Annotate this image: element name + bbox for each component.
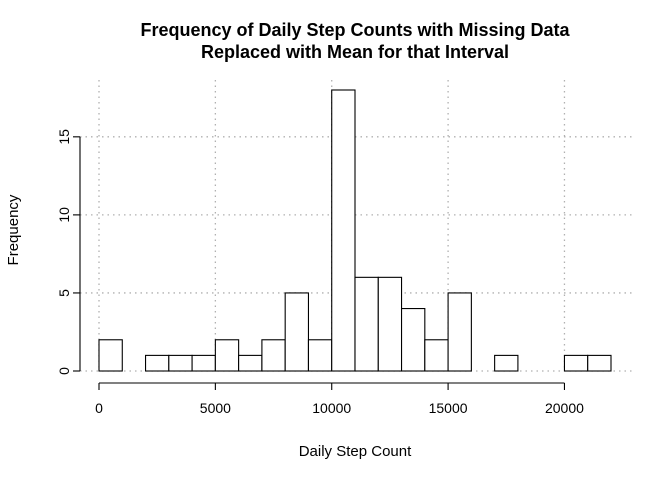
x-axis: 0 5000 10000 15000 20000 <box>95 382 584 416</box>
histogram-bar-2 <box>144 354 170 372</box>
histogram-bar-8 <box>284 292 310 372</box>
x-tick-label-2: 10000 <box>312 400 351 416</box>
histogram-bar-9 <box>307 339 333 372</box>
histogram-bar-4 <box>191 354 216 372</box>
x-tick-label-0: 0 <box>95 400 103 416</box>
chart-title-line2: Replaced with Mean for that Interval <box>201 42 509 62</box>
y-axis: 0 5 10 15 <box>56 129 81 375</box>
chart-title-line1: Frequency of Daily Step Counts with Miss… <box>140 20 570 40</box>
histogram-bar-6 <box>238 354 263 372</box>
histogram-bar-20 <box>563 354 589 372</box>
histogram-bar-11 <box>354 276 379 372</box>
y-tick-label-0: 0 <box>56 367 72 375</box>
histogram-bar-7 <box>261 339 286 372</box>
x-tick-label-4: 20000 <box>545 400 584 416</box>
histogram-bar-0 <box>98 339 123 372</box>
y-tick-label-2: 10 <box>56 207 72 223</box>
y-tick-label-3: 15 <box>56 129 72 145</box>
histogram-bar-12 <box>377 276 403 372</box>
histogram-bar-13 <box>400 308 426 372</box>
y-axis-label: Frequency <box>5 194 22 265</box>
bars <box>98 89 612 372</box>
x-axis-label: Daily Step Count <box>299 443 412 460</box>
y-tick-label-1: 5 <box>56 289 72 297</box>
histogram-bar-10 <box>331 89 356 372</box>
x-tick-label-1: 5000 <box>200 400 231 416</box>
histogram-bar-17 <box>494 354 519 372</box>
histogram-bar-15 <box>447 292 472 372</box>
histogram-bar-5 <box>214 339 240 372</box>
histogram-bar-14 <box>424 339 449 372</box>
histogram-bar-3 <box>168 354 193 372</box>
histogram-bar-21 <box>587 354 612 372</box>
x-tick-label-3: 15000 <box>429 400 468 416</box>
